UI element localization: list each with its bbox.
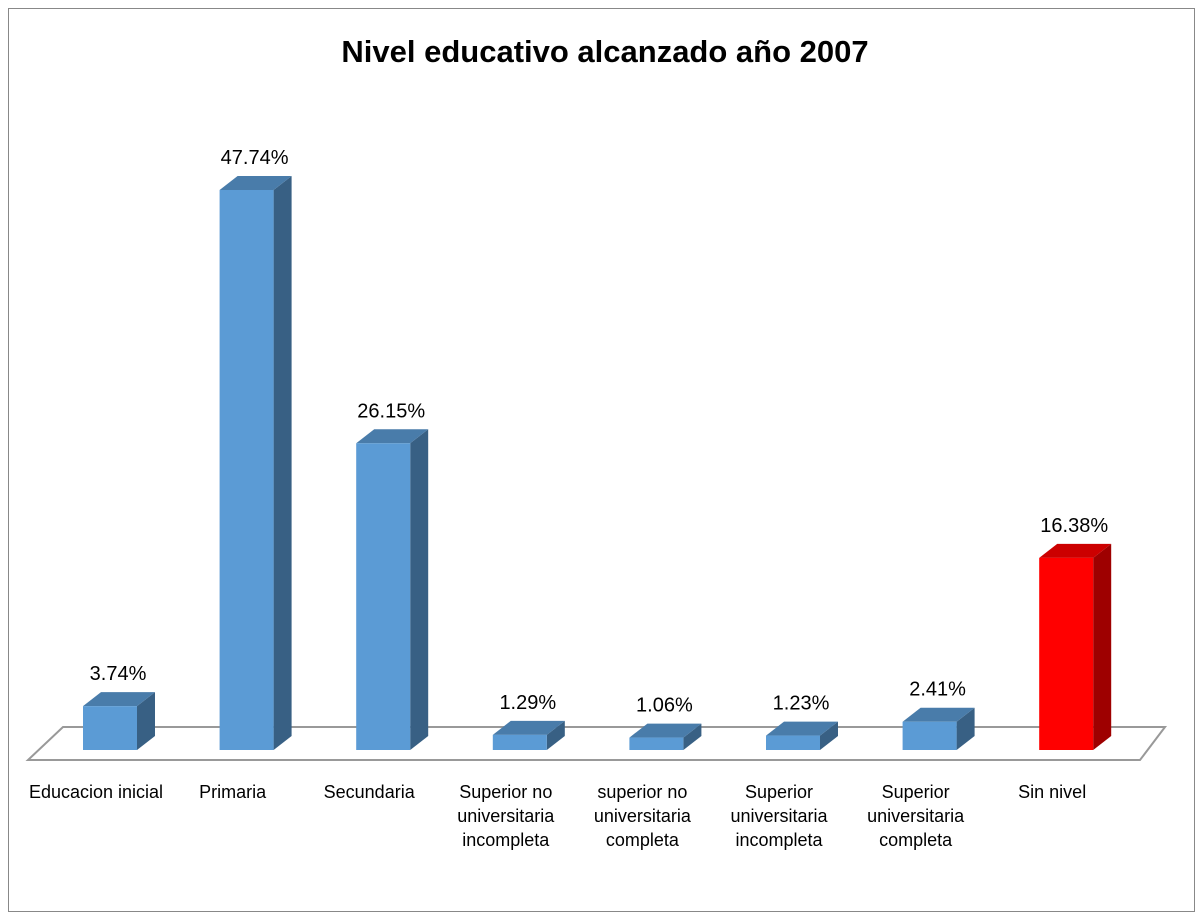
- value-label: 47.74%: [221, 147, 289, 169]
- bar-side: [546, 720, 565, 750]
- chart-title: Nivel educativo alcanzado año 2007: [341, 34, 868, 69]
- value-label: 2.41%: [909, 679, 966, 701]
- x-tick-label: Superior universitaria incompleta: [730, 782, 828, 850]
- bar: [902, 721, 957, 750]
- bar: [219, 190, 274, 750]
- bar-top: [492, 720, 565, 735]
- x-tick-label: Primaria: [199, 782, 267, 802]
- value-label: 1.23%: [773, 693, 830, 715]
- bar-top: [1039, 543, 1112, 558]
- bar: [356, 443, 411, 750]
- bar-top: [356, 429, 429, 444]
- floor: [25, 726, 1168, 761]
- x-tick-label: Superior universitaria completa: [867, 782, 965, 850]
- bar-top: [902, 707, 975, 722]
- bar: [766, 735, 820, 750]
- bar-top: [83, 692, 155, 707]
- chart-frame: [8, 8, 1195, 912]
- bar: [1039, 557, 1094, 750]
- bar-top: [629, 723, 702, 738]
- bar-top: [219, 176, 292, 190]
- value-label: 1.06%: [636, 695, 693, 717]
- value-label: 16.38%: [1040, 515, 1108, 537]
- bar: [83, 706, 137, 750]
- bar-side: [273, 176, 292, 750]
- bar-side: [820, 721, 838, 750]
- x-tick-label: Educacion inicial: [28, 782, 164, 802]
- value-label: 26.15%: [357, 400, 425, 422]
- bar-top: [766, 721, 838, 736]
- bar-side: [410, 429, 429, 750]
- bar-side: [683, 723, 702, 750]
- x-tick-label: Superior no universitaria incompleta: [457, 782, 555, 850]
- x-tick-label: superior no universitaria completa: [593, 782, 691, 850]
- value-label: 1.29%: [499, 692, 556, 714]
- bar-side: [137, 692, 155, 750]
- value-label: 3.74%: [90, 663, 147, 685]
- bar: [492, 734, 547, 750]
- x-tick-label: Secundaria: [323, 782, 415, 802]
- bar: [629, 737, 684, 750]
- bar-side: [1093, 543, 1112, 750]
- bar-side: [956, 707, 975, 750]
- x-tick-label: Sin nivel: [1018, 782, 1087, 802]
